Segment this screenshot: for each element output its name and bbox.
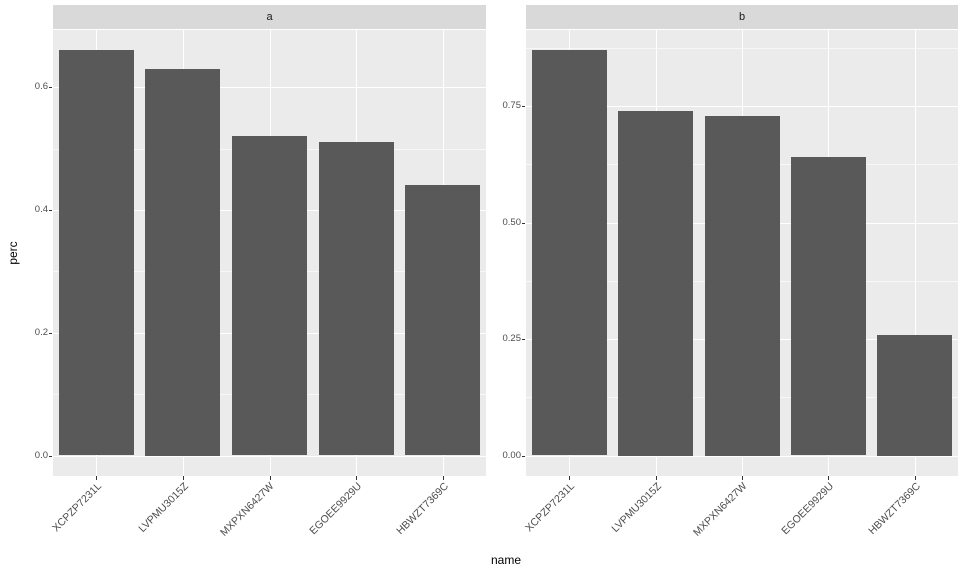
x-axis-title: name — [490, 553, 522, 567]
y-tick-mark — [49, 87, 52, 88]
bar-EGOEE9929U — [791, 157, 866, 455]
y-tick-label: 0.25 — [502, 333, 522, 344]
gridline-major — [53, 87, 486, 88]
y-tick-label: 0.00 — [502, 450, 522, 461]
bar-XCPZP7231L — [532, 50, 607, 455]
x-axis-labels-a: XCPZP7231L LVPMU3015Z MXPXN6427W EGOEE9929U… — [49, 480, 486, 556]
strip-label: a — [266, 10, 273, 23]
bar-LVPMU3015Z — [618, 111, 693, 456]
y-tick-label: 0.0 — [34, 450, 48, 461]
bar-MXPXN6427W — [705, 116, 780, 456]
bar-LVPMU3015Z — [145, 69, 220, 456]
x-axis-labels-b: XCPZP7231L LVPMU3015Z MXPXN6427W EGOEE9929U… — [522, 480, 958, 556]
x-tick-label-MXPXN6427W: MXPXN6427W — [218, 480, 277, 539]
y-tick-mark — [522, 339, 525, 340]
gridline-major — [53, 456, 486, 457]
y-tick-label: 0.6 — [34, 81, 48, 92]
x-tick-mark — [183, 476, 184, 480]
x-tick-label-HBWZT7369C: HBWZT7369C — [866, 480, 923, 538]
bar-XCPZP7231L — [59, 50, 134, 455]
y-tick-label: 0.75 — [502, 100, 522, 111]
bar-EGOEE9929U — [319, 142, 394, 455]
x-tick-label-XCPZP7231L: XCPZP7231L — [49, 480, 104, 535]
y-tick-mark — [522, 106, 525, 107]
x-tick-label-LVPMU3015Z: LVPMU3015Z — [609, 480, 664, 535]
gridline-vertical — [915, 30, 916, 476]
x-tick-label-EGOEE9929U: EGOEE9929U — [778, 480, 836, 538]
facet-strip-b: b — [526, 5, 958, 29]
x-tick-mark — [915, 476, 916, 480]
bar-MXPXN6427W — [232, 136, 307, 455]
x-tick-mark — [742, 476, 743, 480]
y-tick-mark — [49, 333, 52, 334]
x-tick-mark — [443, 476, 444, 480]
x-tick-label-XCPZP7231L: XCPZP7231L — [522, 480, 577, 535]
x-tick-mark — [569, 476, 570, 480]
x-tick-mark — [828, 476, 829, 480]
bar-HBWZT7369C — [877, 335, 952, 456]
bar-HBWZT7369C — [405, 185, 480, 455]
panel-b — [526, 30, 958, 476]
strip-label: b — [738, 10, 746, 23]
x-tick-mark — [656, 476, 657, 480]
y-tick-mark — [522, 223, 525, 224]
y-tick-mark — [49, 456, 52, 457]
y-axis-title: perc — [6, 241, 20, 265]
x-tick-mark — [270, 476, 271, 480]
x-tick-mark — [356, 476, 357, 480]
y-tick-mark — [522, 456, 525, 457]
y-tick-mark — [49, 210, 52, 211]
panel-a — [53, 30, 486, 476]
x-tick-label-LVPMU3015Z: LVPMU3015Z — [136, 480, 191, 535]
y-tick-label: 0.50 — [502, 217, 522, 228]
x-tick-label-EGOEE9929U: EGOEE9929U — [306, 480, 364, 538]
x-tick-mark — [96, 476, 97, 480]
x-tick-label-HBWZT7369C: HBWZT7369C — [394, 480, 451, 538]
y-tick-label: 0.2 — [34, 327, 48, 338]
x-tick-label-MXPXN6427W: MXPXN6427W — [691, 480, 750, 539]
facet-strip-a: a — [53, 5, 486, 29]
y-tick-label: 0.4 — [34, 204, 48, 215]
